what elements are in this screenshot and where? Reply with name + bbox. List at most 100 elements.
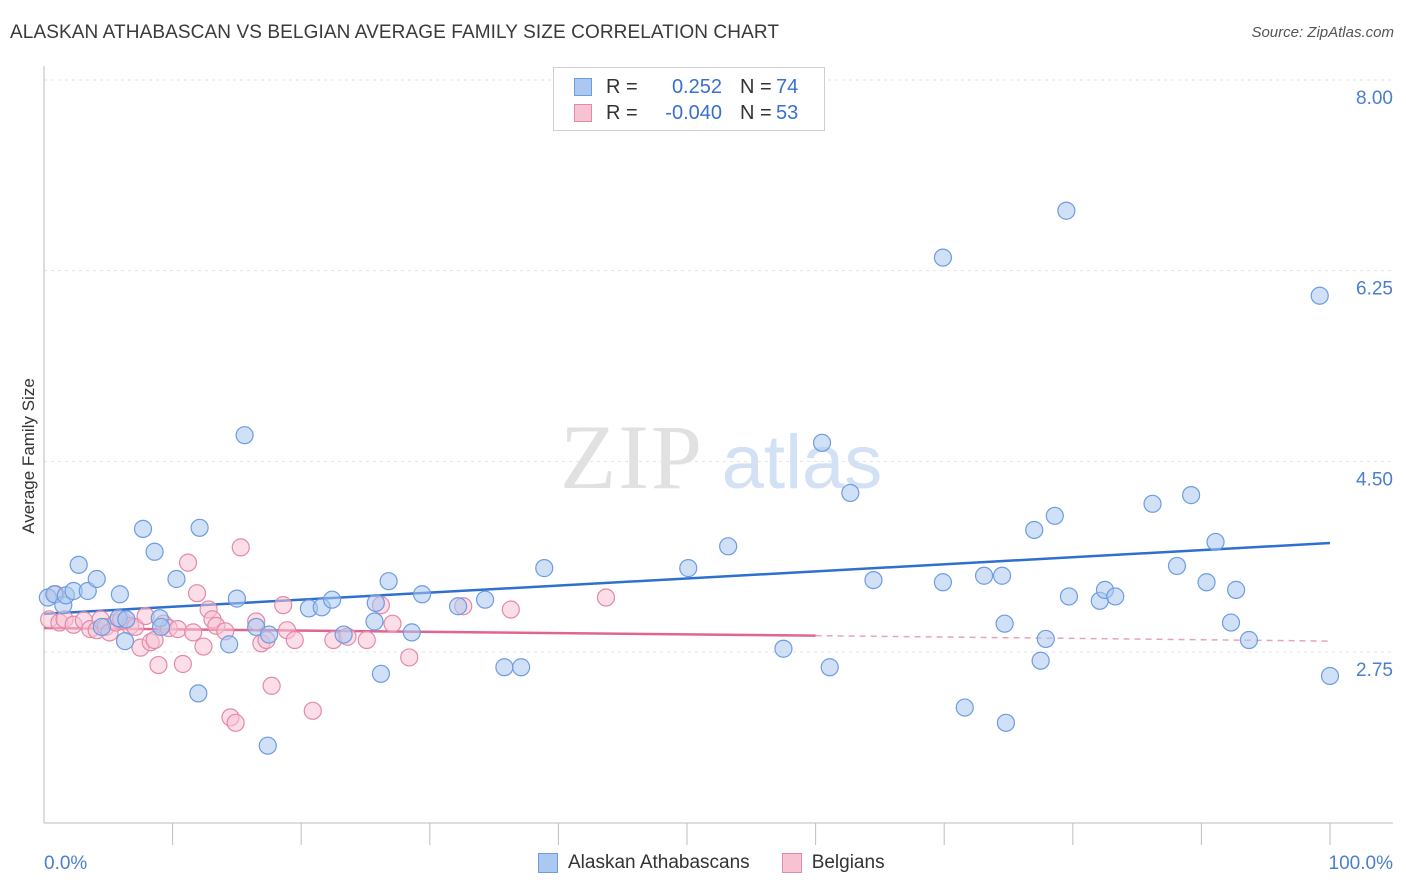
point-athabascan: [864, 570, 883, 590]
point-athabascan: [322, 590, 342, 609]
point-athabascan: [371, 664, 391, 683]
point-athabascan: [412, 585, 432, 604]
n-label: N =: [740, 75, 772, 98]
point-athabascan: [1310, 286, 1329, 305]
point-athabascan: [1143, 494, 1162, 513]
point-athabascan: [995, 614, 1014, 633]
point-belgian: [194, 637, 213, 656]
point-athabascan: [133, 519, 153, 538]
point-athabascan: [1206, 532, 1225, 552]
legend-swatch-blue: [574, 78, 592, 96]
point-athabascan: [115, 632, 135, 651]
point-belgian: [173, 654, 192, 674]
point-athabascan: [1045, 506, 1064, 525]
point-athabascan: [841, 483, 860, 503]
point-belgian: [274, 596, 293, 615]
legend-label: Alaskan Athabascans: [568, 852, 750, 873]
point-athabascan: [1221, 613, 1241, 632]
grid-lines: [44, 79, 1393, 653]
point-athabascan: [475, 590, 495, 609]
point-athabascan: [933, 573, 953, 592]
point-belgian: [303, 701, 322, 720]
watermark: ZIP atlas: [560, 406, 882, 508]
point-athabascan: [1239, 630, 1259, 650]
point-belgian: [400, 648, 419, 667]
point-athabascan: [235, 426, 254, 445]
point-athabascan: [69, 555, 88, 574]
point-belgian: [383, 614, 402, 633]
point-belgian: [501, 600, 520, 619]
point-athabascan: [495, 658, 514, 677]
point-athabascan: [92, 617, 111, 637]
point-belgian: [285, 630, 304, 650]
y-tick-label: 2.75: [1356, 660, 1393, 681]
source-label: Source: ZipAtlas.com: [1251, 24, 1394, 41]
point-athabascan: [820, 658, 839, 677]
point-athabascan: [1025, 520, 1044, 540]
r-value: -0.040: [665, 101, 722, 124]
point-athabascan: [1031, 651, 1050, 670]
point-athabascan: [1059, 587, 1079, 606]
chart-title: ALASKAN ATHABASCAN VS BELGIAN AVERAGE FA…: [10, 22, 780, 43]
trend-line-belgian-extension: [815, 634, 1331, 642]
point-athabascan: [512, 658, 531, 677]
legend-swatch-blue: [538, 853, 558, 873]
point-athabascan: [259, 625, 279, 644]
legend-swatch-pink: [574, 104, 592, 122]
point-belgian: [357, 630, 376, 650]
point-athabascan: [1182, 486, 1201, 505]
point-athabascan: [955, 698, 974, 717]
y-tick-label: 4.50: [1356, 469, 1393, 490]
n-value: 53: [776, 101, 799, 124]
point-athabascan: [774, 639, 793, 658]
point-athabascan: [87, 569, 106, 589]
point-athabascan: [227, 589, 246, 608]
point-athabascan: [379, 572, 398, 591]
point-athabascan: [679, 559, 698, 578]
point-belgian: [262, 676, 281, 695]
point-athabascan: [1106, 587, 1125, 606]
r-value: 0.252: [671, 75, 722, 98]
point-belgian: [226, 713, 245, 732]
x-tick-label-min: 0.0%: [44, 853, 87, 874]
n-value: 74: [776, 75, 799, 98]
watermark-zip: ZIP: [560, 406, 704, 508]
point-athabascan: [220, 635, 239, 654]
point-athabascan: [258, 736, 277, 755]
point-athabascan: [167, 569, 186, 589]
point-belgian: [596, 588, 616, 607]
r-label: R =: [606, 101, 638, 124]
y-tick-label: 6.25: [1356, 279, 1393, 300]
legend-label: Belgians: [811, 852, 885, 873]
point-athabascan: [1036, 629, 1055, 649]
point-belgian: [149, 655, 168, 675]
point-athabascan: [1197, 573, 1216, 592]
point-athabascan: [996, 713, 1016, 732]
point-athabascan: [1167, 556, 1187, 576]
point-athabascan: [535, 559, 554, 578]
point-belgian: [187, 584, 207, 603]
point-athabascan: [402, 623, 421, 642]
point-athabascan: [190, 518, 209, 537]
axes: [43, 66, 1393, 845]
point-athabascan: [812, 433, 832, 452]
point-athabascan: [1057, 201, 1076, 220]
point-athabascan: [365, 612, 384, 631]
trend-line-athabascan: [43, 541, 1331, 616]
point-athabascan: [117, 610, 136, 629]
legend-swatch-pink: [781, 853, 802, 873]
legend-row-belgian: R = -0.040 N = 53: [574, 101, 798, 125]
point-athabascan: [448, 597, 468, 616]
point-athabascan: [933, 248, 953, 267]
legend-item-athabascans[interactable]: Alaskan Athabascans: [538, 852, 750, 874]
r-label: R =: [606, 75, 638, 98]
point-athabascan: [145, 542, 164, 561]
point-athabascan: [1320, 666, 1340, 686]
y-tick-labels: 2.75 4.50 6.25 8.00: [1356, 88, 1393, 681]
point-athabascan: [366, 593, 385, 613]
data-points: [38, 201, 1340, 755]
point-belgian: [178, 553, 198, 572]
point-athabascan: [189, 684, 208, 703]
legend-item-belgians[interactable]: Belgians: [781, 852, 885, 874]
